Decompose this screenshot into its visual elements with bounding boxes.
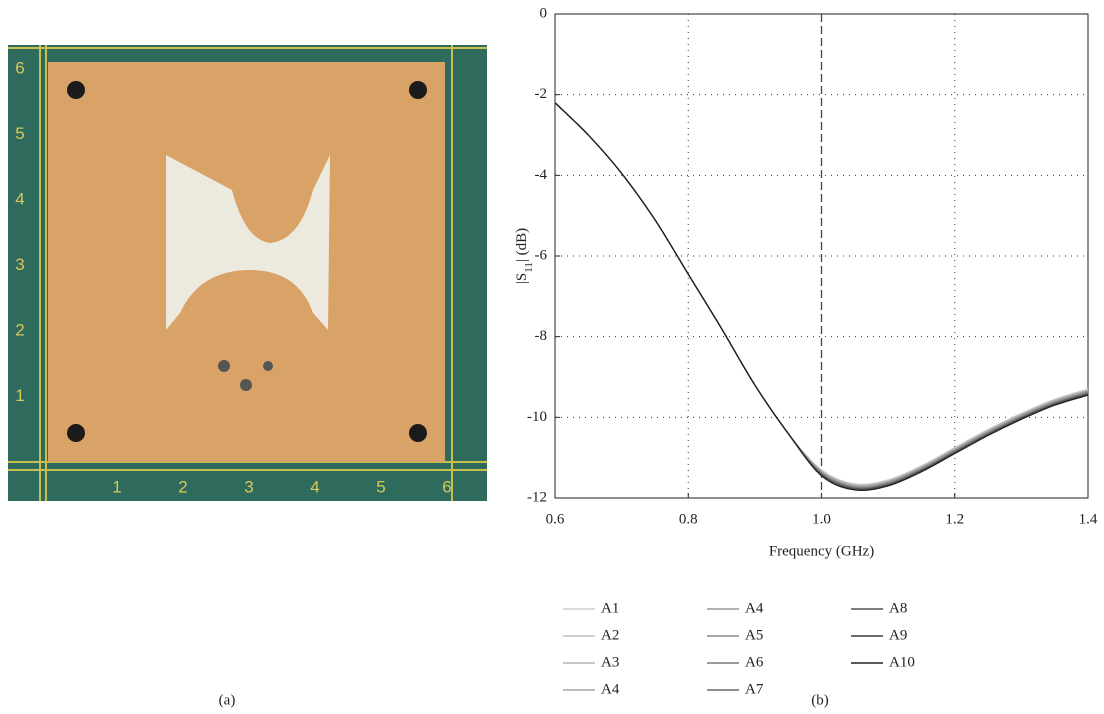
ruler-label: 1 <box>112 477 121 496</box>
caption: (b) <box>811 692 829 708</box>
legend-label: A5 <box>745 627 763 643</box>
y-tick-label: -4 <box>535 167 548 183</box>
ruler-label: 2 <box>178 477 187 496</box>
ruler-label: 1 <box>15 386 24 405</box>
x-axis-label: Frequency (GHz) <box>769 543 874 559</box>
ruler-label: 3 <box>244 477 253 496</box>
x-tick-label: 1.4 <box>1079 511 1098 527</box>
y-tick-label: -2 <box>535 86 548 102</box>
legend-label: A3 <box>601 654 619 670</box>
ruler-label: 6 <box>15 58 24 77</box>
legend-label: A2 <box>601 627 619 643</box>
y-tick-label: 0 <box>540 5 548 21</box>
legend-label: A7 <box>745 681 764 697</box>
y-axis-label-part: |S <box>514 273 530 284</box>
y-tick-label: -8 <box>535 328 548 344</box>
ruler-label: 6 <box>442 477 451 496</box>
ruler-label: 5 <box>376 477 385 496</box>
legend-label: A8 <box>889 600 907 616</box>
x-tick-label: 0.8 <box>679 511 698 527</box>
legend-label: A4 <box>601 681 620 697</box>
ruler-label: 4 <box>15 189 24 208</box>
y-tick-label: -12 <box>527 489 547 505</box>
legend-label: A6 <box>745 654 764 670</box>
figure: 654321123456 (a) 0-2-4-6-8-10-120.60.81.… <box>0 0 1104 714</box>
caption: (a) <box>219 692 236 708</box>
x-tick-label: 1.0 <box>812 511 831 527</box>
y-tick-label: -6 <box>535 247 548 263</box>
ruler-label: 2 <box>15 320 24 339</box>
x-tick-label: 0.6 <box>546 511 565 527</box>
x-tick-label: 1.2 <box>945 511 964 527</box>
page: 654321123456 (a) 0-2-4-6-8-10-120.60.81.… <box>0 0 1104 714</box>
ruler-label: 4 <box>310 477 319 496</box>
legend-label: A10 <box>889 654 915 670</box>
photo: 6 5 4 3 2 1 1 2 3 4 5 6 (a) <box>8 45 487 708</box>
y-axis-label: |S11| (dB) <box>514 228 534 284</box>
legend-label: A9 <box>889 627 907 643</box>
legend-label: A4 <box>745 600 764 616</box>
y-axis-label-part: | (dB) <box>514 228 530 262</box>
ruler-label: 5 <box>15 124 24 143</box>
ruler-label: 3 <box>15 255 24 274</box>
y-axis-label-part: 11 <box>523 262 535 273</box>
chart: 0 -2 -4 -6 -8 -10 -12 0.6 0.8 1.0 1.2 1.4 Frequency … <box>514 5 1097 708</box>
y-tick-label: -10 <box>527 409 547 425</box>
legend-label: A1 <box>601 600 619 616</box>
